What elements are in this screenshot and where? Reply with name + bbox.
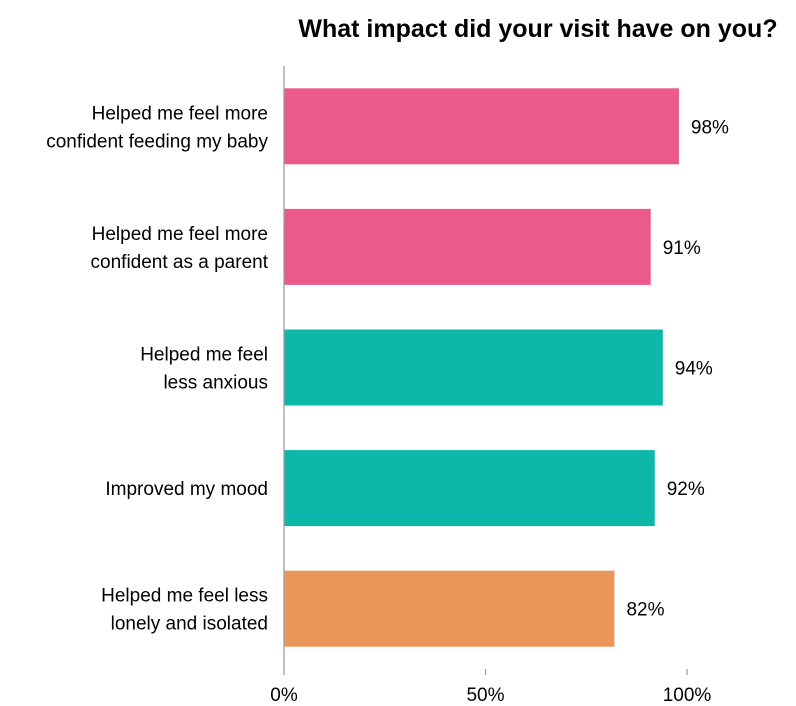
bar-2	[284, 208, 651, 285]
category-label-4: Improved my mood	[105, 479, 268, 500]
value-label-4: 92%	[667, 479, 705, 500]
category-label-1: Helped me feel more confident feeding my …	[46, 103, 268, 152]
category-label-line: confident as a parent	[91, 252, 269, 273]
bar-3	[284, 329, 663, 406]
category-label-5: Helped me feel less lonely and isolated	[101, 586, 268, 635]
category-labels-group: Helped me feel more confident feeding my …	[46, 103, 269, 634]
x-tick-label-2: 50%	[466, 685, 504, 706]
value-label-1: 98%	[691, 117, 729, 138]
bar-4	[284, 450, 655, 527]
category-label-line: confident feeding my baby	[46, 131, 268, 152]
bar-1	[284, 88, 679, 165]
value-labels-group: 98% 91% 94% 92% 82%	[626, 117, 729, 620]
bar-5	[284, 570, 615, 647]
x-axis-ticks-group: 0% 50% 100%	[270, 669, 711, 706]
category-label-2: Helped me feel more confident as a parent	[91, 224, 269, 273]
value-label-3: 94%	[675, 359, 713, 380]
value-label-5: 82%	[626, 600, 664, 621]
category-label-line: Improved my mood	[105, 479, 268, 500]
value-label-2: 91%	[663, 238, 701, 259]
category-label-line: Helped me feel more	[92, 103, 268, 124]
category-label-line: Helped me feel less	[101, 586, 268, 607]
category-label-line: lonely and isolated	[111, 614, 268, 635]
x-tick-label-3: 100%	[663, 685, 712, 706]
category-label-3: Helped me feel less anxious	[140, 345, 268, 394]
x-tick-label-1: 0%	[270, 685, 298, 706]
bars-group	[284, 88, 679, 647]
category-label-line: Helped me feel	[140, 345, 268, 366]
category-label-line: less anxious	[163, 373, 268, 394]
category-label-line: Helped me feel more	[92, 224, 268, 245]
chart-title: What impact did your visit have on you?	[298, 15, 777, 43]
